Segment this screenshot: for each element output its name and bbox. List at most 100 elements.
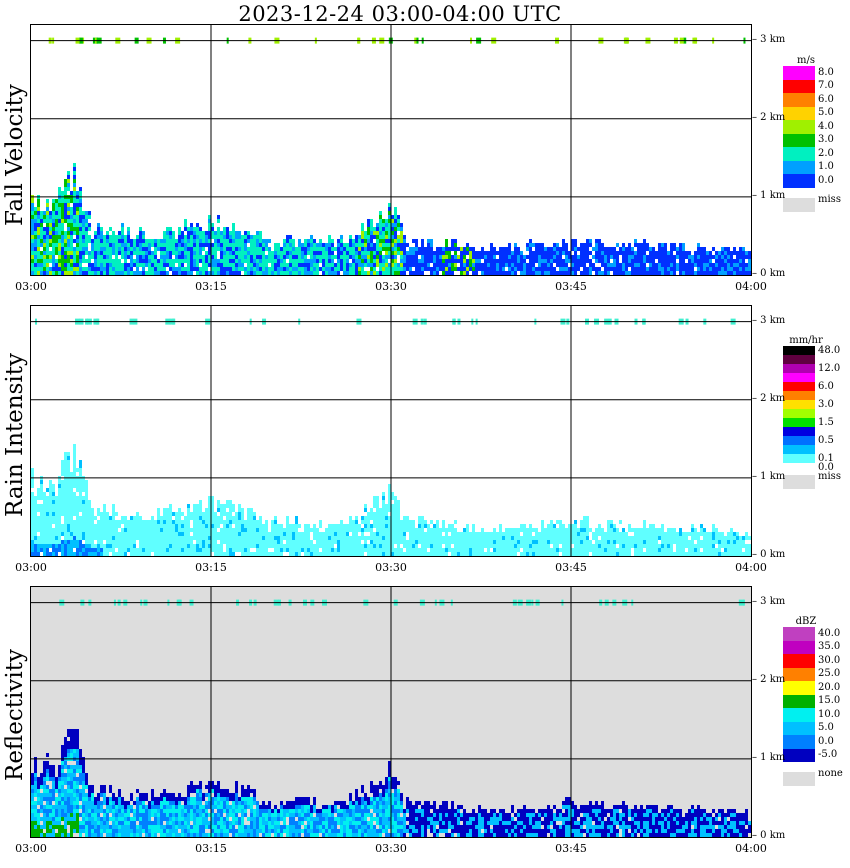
- echo-cell: [85, 532, 88, 536]
- echo-cell: [424, 544, 427, 548]
- echo-cell: [547, 536, 550, 540]
- echo-cell: [622, 259, 625, 263]
- echo-cell: [553, 532, 556, 536]
- echo-cell: [397, 247, 400, 251]
- echo-cell: [568, 271, 571, 275]
- echo-cell: [727, 552, 730, 556]
- echo-cell: [598, 239, 601, 243]
- echo-cell: [94, 243, 97, 247]
- echo-cell: [277, 544, 280, 548]
- echo-cell: [121, 227, 124, 231]
- echo-cell: [226, 524, 229, 528]
- echo-cell: [178, 267, 181, 271]
- echo-cell: [355, 516, 358, 520]
- echo-cell: [316, 540, 319, 544]
- echo-cell: [82, 785, 85, 789]
- echo-cell: [376, 223, 379, 227]
- echo-cell: [64, 536, 67, 540]
- echo-cell: [364, 231, 367, 235]
- echo-cell: [304, 267, 307, 271]
- echo-cell: [226, 504, 229, 508]
- echo-cell: [112, 251, 115, 255]
- echo-cell: [232, 504, 235, 508]
- echo-cell: [58, 255, 61, 259]
- echo-cell: [526, 532, 529, 536]
- echo-cell: [334, 255, 337, 259]
- echo-cell: [76, 729, 79, 733]
- echo-cell: [85, 231, 88, 235]
- echo-cell: [265, 259, 268, 263]
- echo-cell: [379, 219, 382, 223]
- echo-cell: [73, 496, 76, 500]
- echo-cell: [550, 536, 553, 540]
- echo-cell: [199, 540, 202, 544]
- echo-cell: [394, 496, 397, 500]
- echo-cell: [643, 540, 646, 544]
- echo-cell: [337, 251, 340, 255]
- echo-cell: [115, 255, 118, 259]
- echo-cell: [82, 781, 85, 785]
- echo-cell: [385, 536, 388, 540]
- echo-cell: [199, 548, 202, 552]
- echo-cell: [88, 833, 91, 837]
- echo-cell: [43, 215, 46, 219]
- echo-cell: [508, 536, 511, 540]
- echo-cell: [337, 267, 340, 271]
- echo-cell: [499, 247, 502, 251]
- echo-cell: [502, 548, 505, 552]
- legend-missing-label: miss: [818, 193, 841, 205]
- echo-cell: [208, 496, 211, 500]
- echo-cell: [403, 259, 406, 263]
- echo-cell: [607, 267, 610, 271]
- echo-cell: [550, 247, 553, 251]
- echo-cell: [67, 544, 70, 548]
- echo-cell: [739, 247, 742, 251]
- echo-cell: [55, 516, 58, 520]
- echo-cell: [304, 243, 307, 247]
- echo-cell: [160, 259, 163, 263]
- echo-cell: [91, 813, 94, 817]
- echo-cell: [190, 536, 193, 540]
- echo-cell: [37, 516, 40, 520]
- echo-cell: [112, 239, 115, 243]
- echo-cell: [625, 548, 628, 552]
- echo-cell: [94, 239, 97, 243]
- echo-cell: [661, 552, 664, 556]
- echo-cell: [622, 255, 625, 259]
- echo-cell: [388, 215, 391, 219]
- echo-cell: [307, 239, 310, 243]
- echo-cell: [55, 781, 58, 785]
- echo-cell: [148, 520, 151, 524]
- echo-cell: [361, 251, 364, 255]
- echo-cell: [121, 247, 124, 251]
- echo-cell: [505, 263, 508, 267]
- echo-cell: [451, 247, 454, 251]
- echo-cell: [73, 472, 76, 476]
- echo-cell: [394, 508, 397, 512]
- echo-cell: [58, 191, 61, 195]
- echo-cell: [229, 516, 232, 520]
- echo-cell: [355, 271, 358, 275]
- echo-cell: [73, 464, 76, 468]
- echo-cell: [484, 263, 487, 267]
- echo-cell: [52, 251, 55, 255]
- echo-cell: [175, 536, 178, 540]
- echo-cell: [115, 247, 118, 251]
- echo-cell: [64, 452, 67, 456]
- echo-cell: [637, 263, 640, 267]
- legend-value: 1.0: [818, 161, 834, 173]
- echo-cell: [250, 259, 253, 263]
- echo-cell: [208, 524, 211, 528]
- echo-cell: [163, 516, 166, 520]
- echo-cell: [727, 548, 730, 552]
- echo-cell: [73, 227, 76, 231]
- echo-cell: [136, 516, 139, 520]
- echo-cell: [214, 247, 217, 251]
- echo-cell: [205, 251, 208, 255]
- echo-cell: [385, 267, 388, 271]
- echo-cell: [331, 271, 334, 275]
- echo-cell: [301, 532, 304, 536]
- echo-cell: [241, 243, 244, 247]
- echo-cell: [40, 267, 43, 271]
- echo-cell: [349, 548, 352, 552]
